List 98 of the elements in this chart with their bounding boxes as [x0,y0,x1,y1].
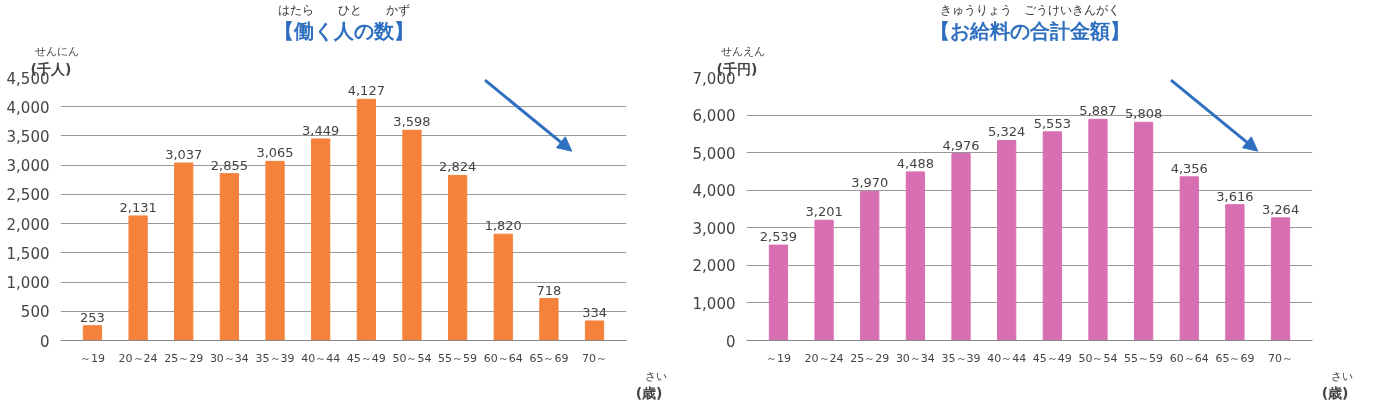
x-tick-label: 45～49 [1032,351,1072,365]
bar [311,138,331,341]
x-tick-label: 40～44 [301,351,341,365]
x-tick-label: 45～49 [346,351,386,365]
bar [128,215,148,341]
bar [905,171,926,341]
text: 3,264 [1261,201,1300,217]
y-tick-label: 4,000 [6,98,50,117]
bar [1179,176,1199,341]
chart-title: 【お給料の合計金額】 [929,18,1130,43]
text: 3,598 [393,114,431,130]
x-tick-label: ～19 [765,351,791,365]
x-axis-title: (歳) [635,384,663,401]
x-tick-label: 35～39 [255,351,295,365]
y-tick-label: 2,500 [6,186,50,205]
bar [1133,121,1154,341]
text: 2,855 [210,157,248,173]
y-tick-label: 3,500 [6,127,50,146]
text: 3,970 [851,175,889,191]
y-tick-label: 1,500 [6,244,50,263]
y-tick-label: 2,000 [692,257,736,276]
text: 334 [582,304,607,320]
x-tick-label: 55～59 [438,351,478,365]
bar [814,219,834,341]
x-tick-label: 60～64 [483,351,523,365]
text: 718 [536,282,562,298]
y-tick-label: 0 [39,332,50,351]
bar [265,160,285,341]
bar [82,325,103,341]
text: 2,824 [439,159,477,175]
x-tick-label: 55～59 [1124,351,1164,365]
text: 3,449 [302,122,340,138]
bar [584,320,605,341]
x-tick-label: 50～54 [1078,351,1118,365]
y-tick-label: 5,000 [692,144,736,163]
x-tick-label: 40～44 [987,351,1027,365]
text: きゅうりょう ごうけいきんがく [939,2,1120,17]
x-tick-label: 35～39 [941,351,981,365]
x-tick-label: 30～34 [209,351,249,365]
bar [1042,131,1062,341]
y-tick-label: 6,000 [692,107,736,126]
bar [174,162,194,341]
text: 5,887 [1079,103,1117,119]
bar [1088,118,1108,341]
text: 253 [80,309,105,325]
text: はたら ひと かず [277,2,410,17]
y-tick-label: 0 [725,332,736,351]
bar [219,173,240,341]
text: 4,127 [347,83,385,99]
bar [539,298,559,341]
x-tick-label: 65～69 [529,351,569,365]
y-tick-label: 500 [20,303,50,322]
x-tick-label: 70～ [582,351,608,365]
text: さい [1330,369,1353,383]
text: 1,820 [484,218,522,234]
x-tick-label: 50～54 [392,351,432,365]
bar [447,174,468,341]
text: 3,037 [165,147,203,162]
x-tick-label: 30～34 [895,351,935,365]
text: 5,808 [1125,106,1163,122]
bar [493,233,513,341]
y-tick-label: 2,000 [6,215,50,234]
chart-title: 【働く人の数】 [273,18,414,43]
x-tick-label: 20～24 [118,351,158,365]
text: 3,065 [256,145,294,161]
bar [768,244,789,341]
y-tick-label: 4,000 [692,182,736,201]
bar [356,98,376,341]
bar [1270,217,1291,341]
bar [997,139,1017,341]
text: 5,324 [988,124,1026,140]
text: せんえん [720,44,765,58]
text: 4,488 [896,155,934,171]
text: 2,539 [759,229,798,245]
bar [951,153,971,341]
bar [860,190,880,341]
x-tick-label: 65～69 [1215,351,1255,365]
text: 3,616 [1216,188,1254,204]
bar [402,129,422,341]
text: 4,976 [942,137,980,153]
y-tick-label: 3,000 [6,157,50,176]
text: 5,553 [1033,115,1071,131]
y-tick-label: 1,000 [692,294,736,313]
text: 4,356 [1170,160,1208,176]
x-tick-label: 60～64 [1169,351,1209,365]
bar [1225,204,1245,341]
text: さい [644,369,667,383]
x-axis-title: (歳) [1321,384,1349,401]
x-tick-label: 70～ [1268,351,1294,365]
text: 2,131 [119,199,157,215]
y-tick-label: 1,000 [6,274,50,293]
y-tick-label: 3,000 [692,219,736,238]
x-tick-label: 25～29 [850,351,890,365]
text: せんにん [34,44,79,58]
x-tick-label: 25～29 [164,351,204,365]
x-tick-label: 20～24 [804,351,844,365]
x-tick-label: ～19 [79,351,105,365]
text: 3,201 [805,204,843,220]
